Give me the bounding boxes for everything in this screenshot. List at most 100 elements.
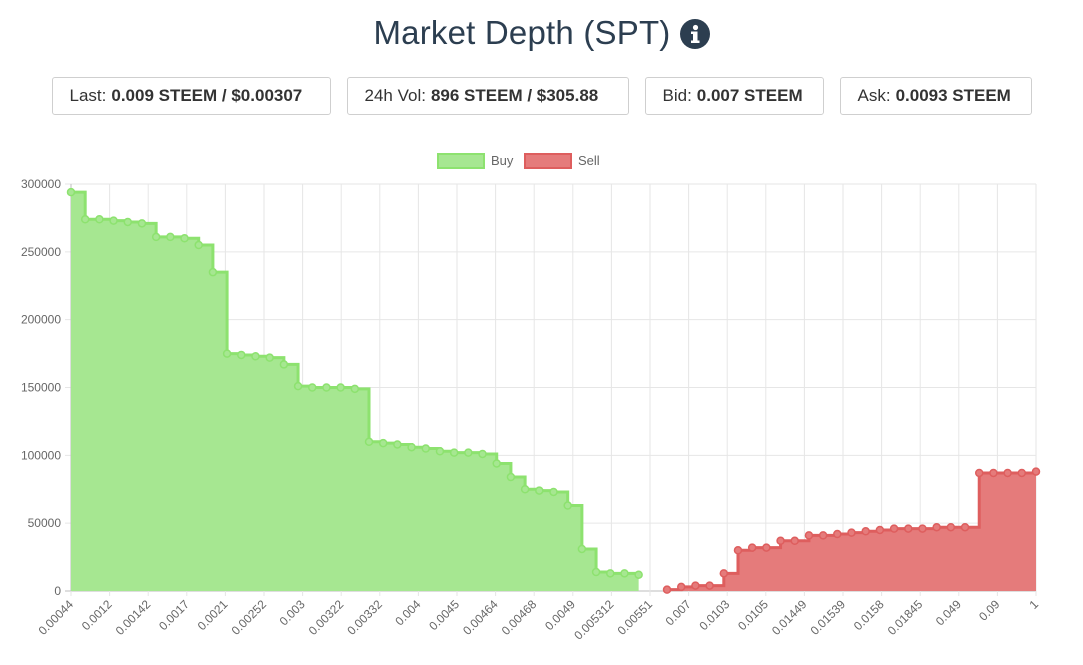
x-tick-label: 0.003	[277, 597, 308, 628]
buy-point	[222, 349, 232, 358]
sell-point	[747, 543, 757, 552]
buy-point	[66, 187, 76, 197]
buy-point	[137, 219, 147, 228]
x-tick-label: 0.00252	[229, 597, 270, 638]
sell-point	[1003, 468, 1012, 478]
buy-point	[208, 267, 218, 277]
x-tick-label: 0.004	[392, 597, 423, 628]
x-tick-label: 0.09	[976, 597, 1003, 624]
buy-line	[71, 190, 641, 575]
page-title: Market Depth (SPT)	[373, 14, 671, 51]
sell-point	[790, 536, 799, 546]
market-depth-chart: 0 50000 100000 150000 200000 250000 300000 0.00…	[21, 153, 1041, 643]
buy-point	[634, 570, 643, 579]
x-tick-label: 0.005312	[571, 597, 617, 643]
buy-point	[378, 438, 388, 448]
y-tick-label: 250000	[21, 245, 61, 259]
sell-point	[932, 522, 941, 532]
buy-point	[563, 501, 572, 510]
buy-point	[520, 485, 530, 494]
x-tick-label: 0.049	[933, 597, 964, 628]
x-tick-label: 0.01449	[769, 597, 810, 638]
legend-label-buy: Buy	[491, 153, 514, 168]
x-tick-label: 0.00322	[306, 597, 347, 638]
buy-point	[421, 444, 431, 453]
buy-point	[407, 442, 416, 452]
x-tick-label: 0.00468	[499, 597, 540, 638]
buy-point	[180, 234, 189, 243]
info-icon[interactable]	[679, 19, 710, 49]
buy-point	[293, 381, 303, 391]
sell-point	[904, 524, 913, 533]
stats-bar: Last: 0.009 STEEM / $0.00307 24h Vol: 89…	[0, 77, 1083, 115]
ask-box: Ask: 0.0093 STEEM	[839, 77, 1032, 115]
buy-point	[308, 383, 317, 392]
x-tick-label: 0.01539	[808, 597, 849, 638]
sell-point	[946, 522, 956, 532]
x-tick-label: 0.00464	[460, 597, 501, 638]
buy-point	[606, 569, 615, 578]
buy-point	[151, 232, 161, 242]
buy-point	[80, 215, 90, 224]
sell-point	[875, 525, 885, 535]
sell-point	[1031, 467, 1041, 476]
x-tick-label: 0.00142	[113, 597, 154, 638]
buy-point	[577, 544, 587, 554]
ask-label: Ask:	[857, 86, 891, 105]
sell-point	[818, 531, 828, 540]
sell-point	[691, 581, 700, 590]
sell-point	[974, 468, 984, 478]
buy-point	[336, 383, 345, 392]
sell-point	[804, 531, 814, 540]
y-tick-label: 150000	[21, 381, 61, 395]
buy-point	[393, 440, 402, 449]
sell-point	[847, 528, 856, 537]
x-tick-label: 0.00332	[344, 597, 385, 638]
y-tick-label: 200000	[21, 313, 61, 327]
last-label: Last:	[69, 86, 107, 105]
x-tick-label: 0.007	[663, 597, 694, 628]
buy-point	[350, 384, 360, 394]
volume-box: 24h Vol: 896 STEEM / $305.88	[346, 77, 629, 115]
buy-point	[109, 216, 118, 225]
sell-point	[776, 536, 785, 546]
x-tick-label: 0.01845	[885, 597, 926, 638]
sell-point	[733, 546, 743, 555]
bid-value: 0.007 STEEM	[696, 86, 803, 105]
y-tick-label: 100000	[21, 448, 61, 462]
last-value: 0.009 STEEM / $0.00307	[111, 86, 303, 105]
sell-point	[662, 585, 672, 594]
x-tick-label: 0.00044	[36, 597, 77, 638]
sell-point	[1017, 468, 1027, 478]
volume-label: 24h Vol:	[364, 86, 426, 105]
x-tick-label: 0.0105	[735, 597, 771, 633]
buy-point	[123, 217, 133, 227]
title-row: Market Depth (SPT)	[0, 14, 1083, 52]
buy-point	[279, 360, 289, 369]
y-tick-label: 0	[54, 584, 61, 598]
buy-point	[449, 448, 459, 457]
x-tick-label: 1	[1026, 597, 1041, 612]
buy-point	[265, 353, 274, 362]
x-tick-label: 0.0021	[195, 597, 231, 633]
sell-point	[705, 581, 714, 590]
x-tick-label: 0.0017	[156, 597, 192, 633]
legend-label-sell: Sell	[578, 153, 600, 168]
sell-point	[762, 543, 771, 552]
buy-point	[95, 215, 104, 224]
buy-point	[194, 240, 203, 250]
sell-point	[889, 524, 899, 533]
sell-area	[667, 471, 1036, 591]
buy-point	[535, 486, 544, 495]
buy-point	[237, 350, 246, 360]
sell-point	[918, 524, 927, 533]
buy-point	[251, 352, 260, 361]
sell-point	[719, 569, 729, 578]
sell-point	[960, 522, 970, 532]
legend-swatch-buy	[437, 153, 485, 169]
bid-box: Bid: 0.007 STEEM	[644, 77, 824, 115]
x-tick-label: 0.0012	[79, 597, 115, 633]
sell-point	[989, 468, 998, 478]
y-tick-label: 300000	[21, 177, 61, 191]
buy-point	[620, 569, 629, 578]
